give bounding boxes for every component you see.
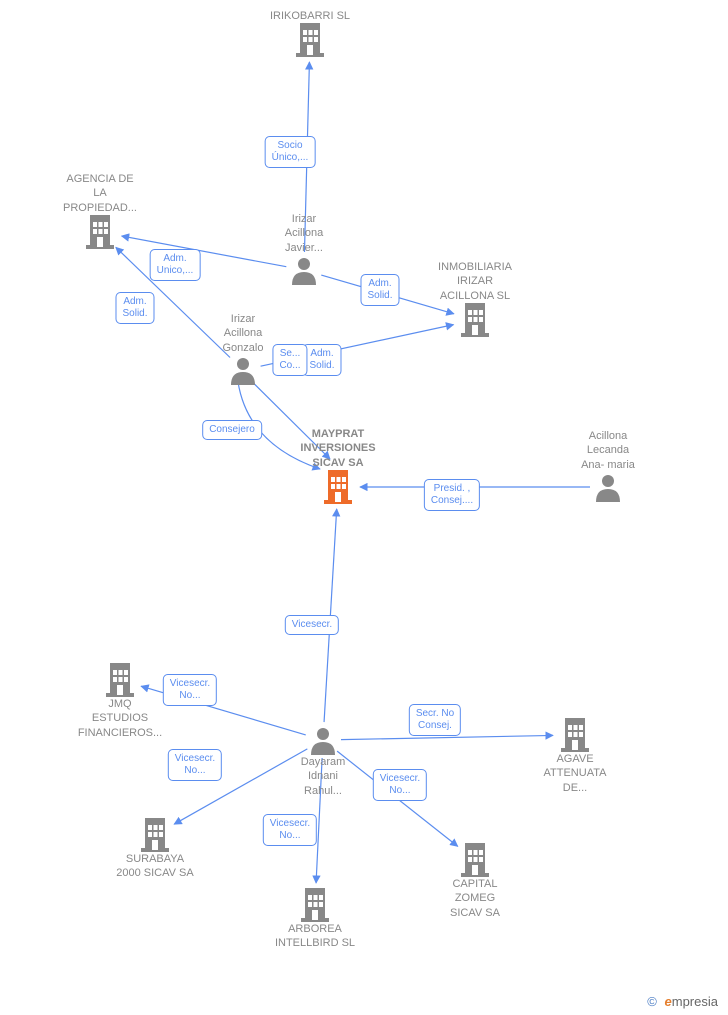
node-irikobarri[interactable]: IRIKOBARRI SL [265, 9, 355, 57]
brand-rest: mpresia [672, 994, 718, 1009]
copyright-symbol: © [647, 994, 657, 1009]
edge-label: Consejero [202, 420, 262, 440]
edge-label: Vicesecr.No... [163, 674, 217, 706]
node-label: IrizarAcillonaJavier... [259, 212, 349, 255]
edge-label: SocioÚnico,... [265, 136, 316, 168]
edge-label: Vicesecr. [285, 615, 339, 635]
edge-label: Secr. NoConsej. [409, 704, 461, 736]
node-label: DayaramIdnaniRahul... [278, 755, 368, 798]
edge-label: Adm.Solid. [360, 274, 399, 306]
edge-label: Adm.Solid. [302, 344, 341, 376]
node-label: AGENCIA DELAPROPIEDAD... [55, 172, 145, 215]
edge-label: Vicesecr.No... [373, 769, 427, 801]
node-jmq[interactable]: JMQESTUDIOSFINANCIEROS... [75, 663, 165, 740]
node-label: INMOBILIARIAIRIZARACILLONA SL [430, 260, 520, 303]
edge-label: Presid. ,Consej.... [424, 479, 480, 511]
brand-first-letter: e [665, 994, 672, 1009]
node-acillona_ana[interactable]: AcillonaLecandaAna- maria [563, 429, 653, 502]
node-label: CAPITALZOMEGSICAV SA [430, 877, 520, 920]
node-label: MAYPRATINVERSIONESSICAV SA [293, 427, 383, 470]
edge-label: Vicesecr.No... [168, 749, 222, 781]
node-mayprat[interactable]: MAYPRATINVERSIONESSICAV SA [293, 427, 383, 504]
node-label: ARBOREAINTELLBIRD SL [270, 922, 360, 951]
node-label: AcillonaLecandaAna- maria [563, 429, 653, 472]
node-irizar_javier[interactable]: IrizarAcillonaJavier... [259, 212, 349, 285]
edge-label: Vicesecr.No... [263, 814, 317, 846]
node-dayaram[interactable]: DayaramIdnaniRahul... [278, 725, 368, 798]
node-arborea[interactable]: ARBOREAINTELLBIRD SL [270, 888, 360, 951]
watermark: © empresia [647, 994, 718, 1009]
edge-label: Se...Co... [272, 344, 307, 376]
node-agencia[interactable]: AGENCIA DELAPROPIEDAD... [55, 172, 145, 249]
node-surabaya[interactable]: SURABAYA2000 SICAV SA [110, 818, 200, 881]
node-agave[interactable]: AGAVEATTENUATADE... [530, 718, 620, 795]
node-label: AGAVEATTENUATADE... [530, 752, 620, 795]
node-capital_zomeg[interactable]: CAPITALZOMEGSICAV SA [430, 843, 520, 920]
edge-label: Adm.Unico,... [150, 249, 201, 281]
node-label: SURABAYA2000 SICAV SA [110, 852, 200, 881]
node-label: IRIKOBARRI SL [265, 9, 355, 23]
edge-label: Adm.Solid. [115, 292, 154, 324]
node-inmobiliaria[interactable]: INMOBILIARIAIRIZARACILLONA SL [430, 260, 520, 337]
node-label: JMQESTUDIOSFINANCIEROS... [75, 697, 165, 740]
